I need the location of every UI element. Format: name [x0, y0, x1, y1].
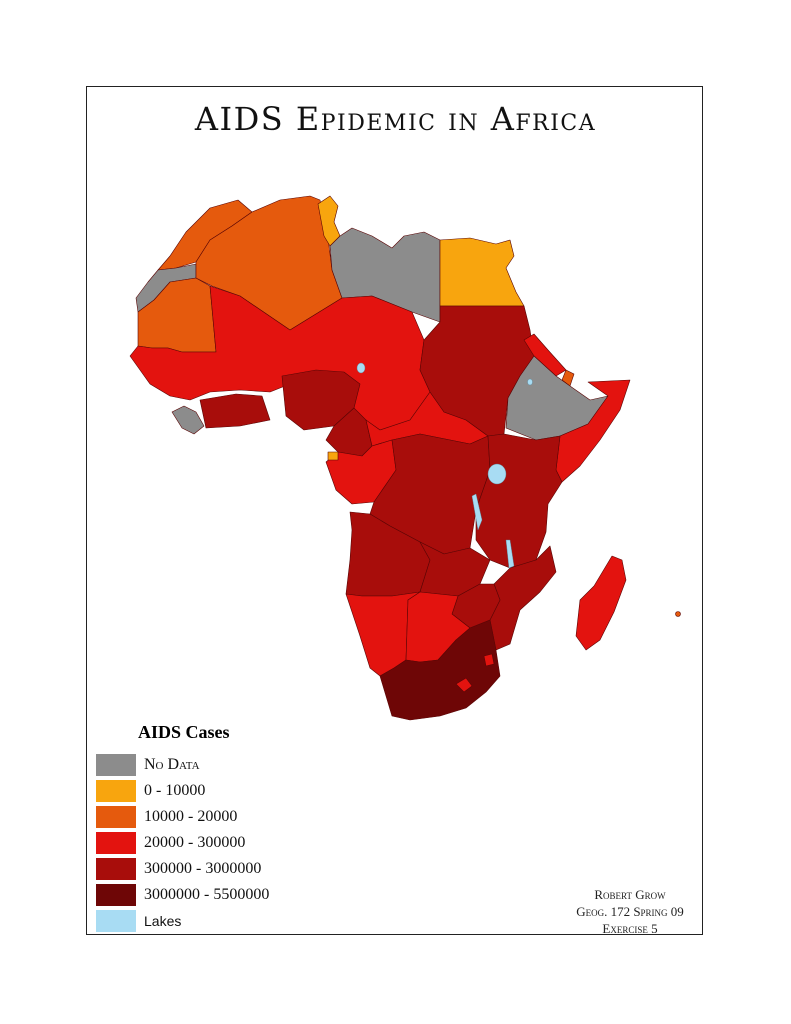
region-south-africa — [379, 619, 501, 721]
lake-chad — [356, 362, 366, 374]
region-egypt — [439, 237, 525, 307]
legend-item-10000-20000: 10000 - 20000 — [96, 806, 237, 828]
legend-label: 10000 - 20000 — [144, 808, 238, 825]
legend-item-20000-300000: 20000 - 300000 — [96, 832, 245, 854]
legend-item-no-data: No Data — [96, 754, 200, 776]
lake-malawi — [505, 539, 515, 569]
credit-author: Robert Grow — [594, 887, 666, 902]
region-ivory-coast — [199, 393, 271, 429]
legend-title: AIDS Cases — [138, 722, 230, 742]
lake-tanganyika — [471, 493, 483, 531]
legend-label: 0 - 10000 — [144, 782, 206, 799]
legend-item-300000-3000000: 300000 - 3000000 — [96, 858, 261, 880]
map-title: AIDS Epidemic in Africa — [194, 100, 597, 138]
legend-swatch — [96, 884, 136, 906]
legend-swatch — [96, 754, 136, 776]
region-lesotho — [455, 677, 473, 693]
legend-swatch — [96, 832, 136, 854]
legend-swatch — [96, 858, 136, 880]
legend-label: No Data — [144, 756, 200, 773]
region-swaziland — [483, 653, 495, 667]
region-equatorial-guinea — [327, 451, 339, 461]
credit-exercise: Exercise 5 — [602, 921, 658, 936]
region-mauritius — [675, 611, 681, 617]
region-madagascar — [575, 555, 627, 651]
legend-item-lakes: Lakes — [96, 910, 181, 932]
legend-swatch — [96, 910, 136, 932]
legend-label: 20000 - 300000 — [144, 834, 246, 851]
legend-label: Lakes — [144, 913, 182, 929]
legend-label: 3000000 - 5500000 — [144, 886, 270, 903]
credit-course: Geog. 172 Spring 09 — [576, 904, 684, 919]
region-tunisia — [317, 195, 341, 247]
legend-label: 300000 - 3000000 — [144, 860, 262, 877]
region-sierra-leone — [171, 405, 205, 435]
lake-victoria — [487, 463, 507, 485]
legend-item-3000000-5500000: 3000000 - 5500000 — [96, 884, 269, 906]
map-credits: Robert Grow Geog. 172 Spring 09 Exercise… — [540, 886, 720, 937]
legend-swatch — [96, 806, 136, 828]
legend-item-0-10000: 0 - 10000 — [96, 780, 205, 802]
legend-swatch — [96, 780, 136, 802]
lake-tana — [527, 378, 533, 386]
